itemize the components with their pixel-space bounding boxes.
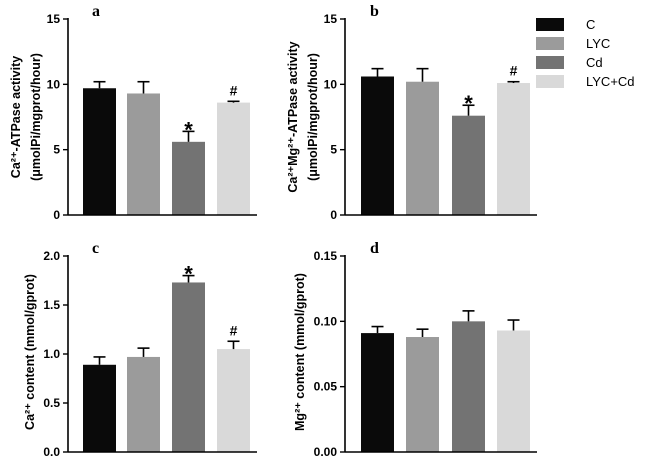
chart-panel-b: * #0 5 10 15 b Ca²⁺Mg²⁺-ATPase activity (μmolPi… — [286, 3, 537, 222]
bar-d-lyc-cd — [497, 330, 530, 452]
y-axis-label-a-line-1: Ca²⁺-ATPase activity — [9, 56, 23, 178]
bar-b-c — [361, 76, 394, 215]
y-tick-label-d-0: 0.00 — [314, 445, 338, 459]
y-tick-label-d-3: 0.15 — [314, 249, 338, 263]
bar-c-cd — [172, 282, 205, 452]
bar-a-lyc-cd — [217, 102, 250, 215]
significance-hash: # — [230, 322, 238, 338]
legend-label-c: C — [586, 17, 595, 32]
legend-swatch-c — [536, 18, 564, 31]
y-tick-label-a-2: 10 — [47, 77, 61, 91]
bar-b-lyc-cd — [497, 83, 530, 215]
legend-label-lyc: LYC — [586, 36, 610, 51]
y-axis-label-b-line-2: (μmolPi/mgprot/hour) — [306, 53, 320, 181]
y-axis-label-a-line-2: (μmolPi/mgprot/hour) — [29, 53, 43, 181]
y-tick-label-b-1: 5 — [330, 143, 337, 157]
y-tick-label-d-2: 0.10 — [314, 314, 338, 328]
chart-panel-d: 0.00 0.05 0.10 0.15 d Mg²⁺ content (mmol/gpro… — [293, 240, 537, 459]
panel-letter-d: d — [370, 240, 379, 257]
y-axis-label-b-line-1: Ca²⁺Mg²⁺-ATPase activity — [286, 41, 300, 192]
panel-letter-b: b — [370, 3, 379, 20]
y-tick-label-a-3: 15 — [47, 12, 61, 26]
bar-b-lyc — [406, 81, 439, 215]
chart-panel-c: * #0.0 0.5 1.0 1.5 2.0 c Ca²⁺ content (mmol/gpr… — [23, 240, 257, 459]
bar-d-c — [361, 333, 394, 452]
bar-a-c — [83, 88, 116, 215]
bar-c-lyc-cd — [217, 349, 250, 452]
legend-swatch-lyc-cd — [536, 75, 564, 88]
y-tick-label-b-2: 10 — [324, 77, 338, 91]
legend-label-cd: Cd — [586, 55, 603, 70]
bar-a-lyc — [127, 93, 160, 215]
panel-letter-a: a — [92, 3, 100, 20]
panel-letter-c: c — [92, 240, 99, 257]
significance-asterisk: * — [184, 117, 193, 142]
y-axis-label-c: Ca²⁺ content (mmol/gprot) — [23, 274, 37, 430]
y-tick-label-c-2: 1.0 — [43, 347, 60, 361]
y-tick-label-b-3: 15 — [324, 12, 338, 26]
y-axis-label-d: Mg²⁺ content (mmol/gprot) — [293, 273, 307, 431]
y-tick-label-c-0: 0.0 — [43, 445, 60, 459]
chart-panel-a: * #0 5 10 15 a Ca²⁺-ATPase activity (μmolPi/mgp… — [9, 3, 257, 222]
bar-c-c — [83, 364, 116, 452]
y-tick-label-c-3: 1.5 — [43, 298, 60, 312]
bar-c-lyc — [127, 356, 160, 452]
y-tick-label-a-1: 5 — [53, 143, 60, 157]
y-tick-label-a-0: 0 — [53, 208, 60, 222]
significance-asterisk: * — [184, 262, 193, 287]
y-tick-label-c-4: 2.0 — [43, 249, 60, 263]
significance-hash: # — [230, 82, 238, 98]
y-tick-label-c-1: 0.5 — [43, 396, 60, 410]
legend-label-lyc-cd: LYC+Cd — [586, 74, 635, 89]
bar-a-cd — [172, 141, 205, 215]
bar-b-cd — [452, 115, 485, 215]
significance-asterisk: * — [464, 91, 473, 116]
legend-swatch-cd — [536, 56, 564, 69]
legend-swatch-lyc — [536, 37, 564, 50]
bar-d-cd — [452, 321, 485, 452]
bar-d-lyc — [406, 337, 439, 452]
y-tick-label-b-0: 0 — [330, 208, 337, 222]
legend: C LYC Cd LYC+Cd — [536, 17, 635, 89]
y-tick-label-d-1: 0.05 — [314, 380, 338, 394]
significance-hash: # — [510, 63, 518, 79]
